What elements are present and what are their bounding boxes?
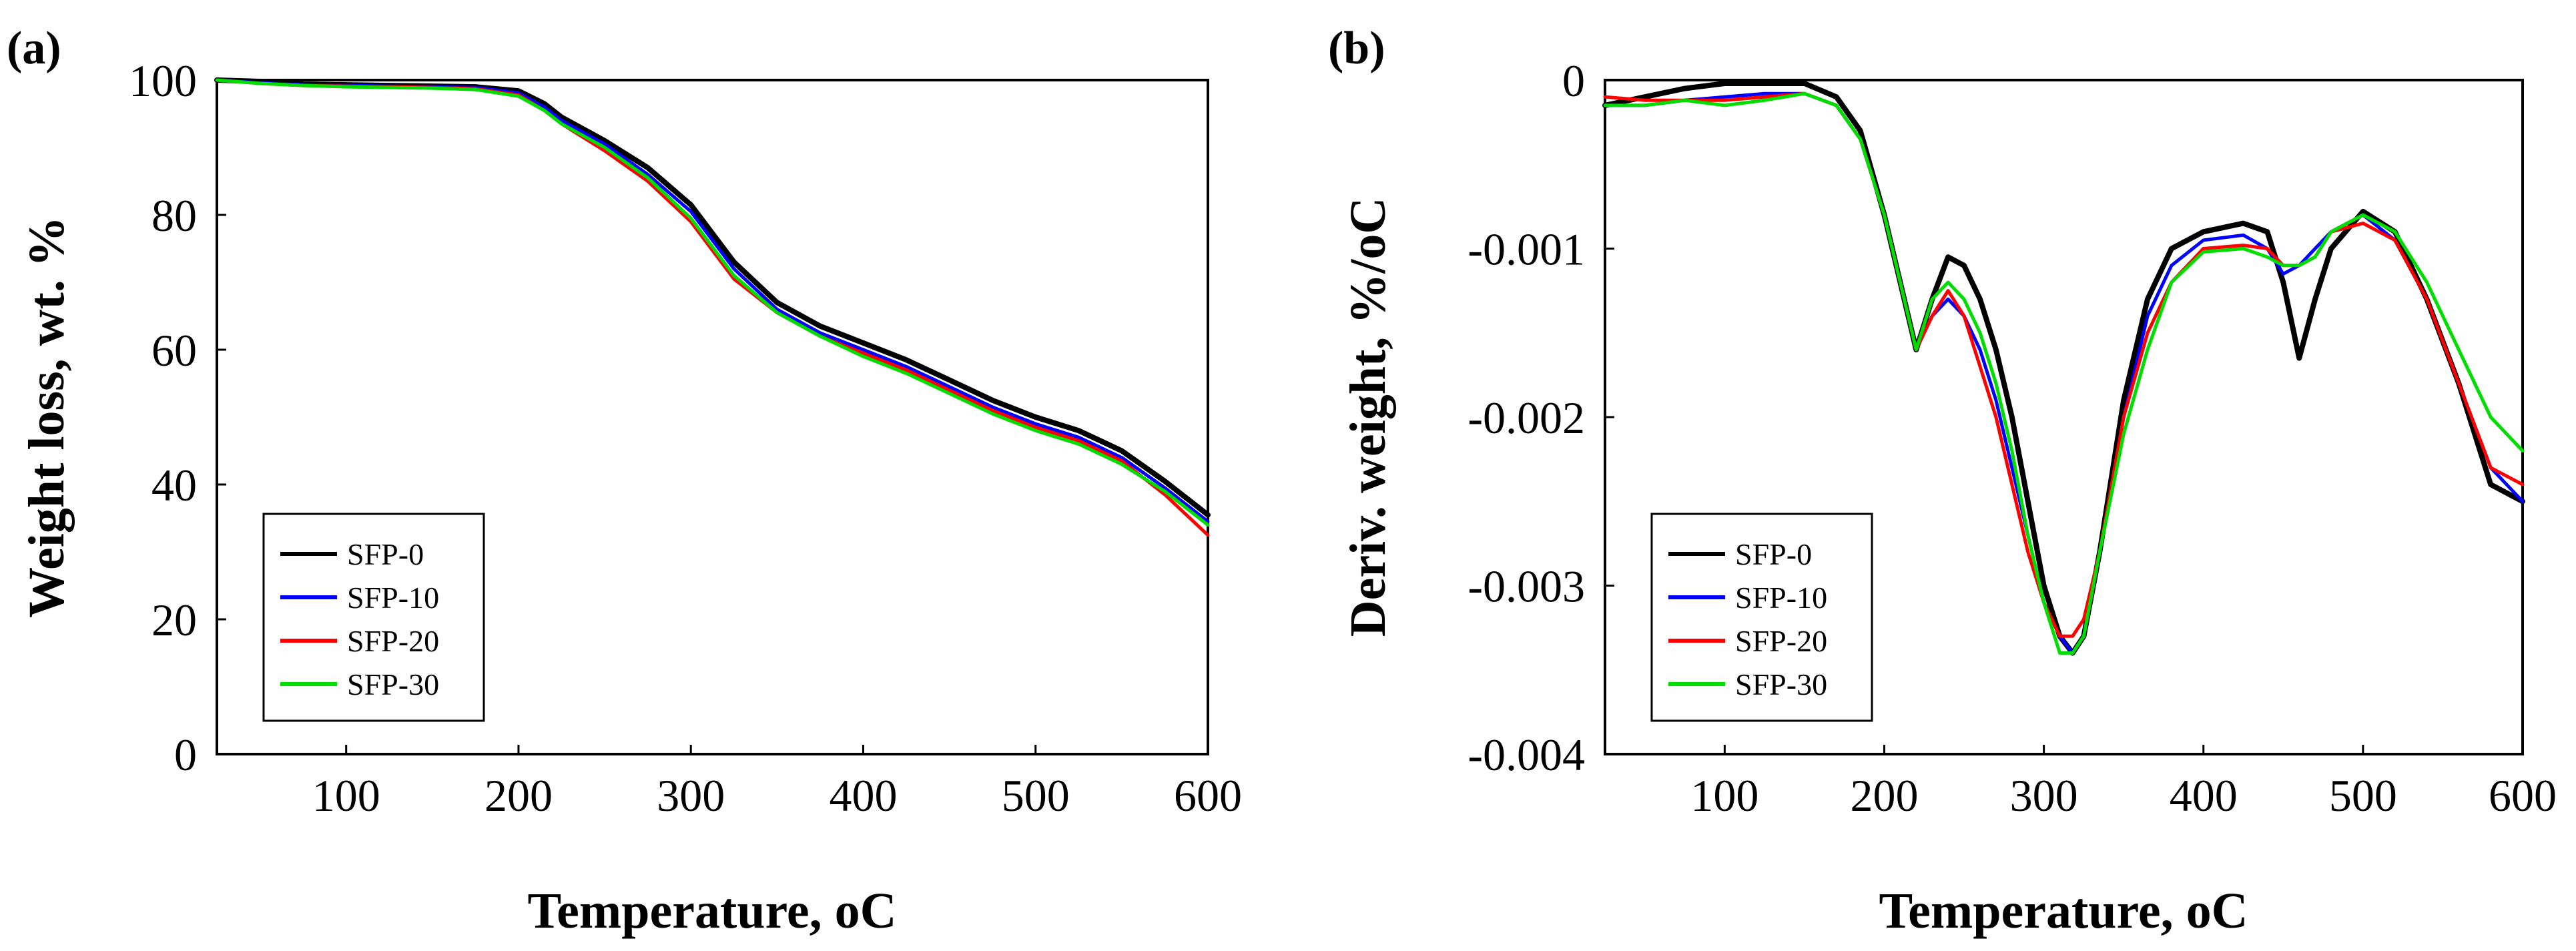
panel-a-label: (a) [7, 23, 61, 74]
panel-b: (b) 100 200 300 400 500 600 0 -0.001 -0.002 -0.00… [1328, 23, 2557, 939]
panel-a-series-line-sfp-10 [215, 78, 1210, 523]
panel-a-x-tick-label-100: 100 [312, 770, 380, 821]
panel-b-x-tick-label-600: 600 [2489, 770, 2557, 821]
panel-a-plot-frame [216, 79, 1209, 755]
panel-a-x-tick-label-600: 600 [1174, 770, 1242, 821]
panel-a-series-line-sfp-20 [215, 78, 1210, 537]
panel-a-legend-label-sfp-20: SFP-20 [347, 624, 439, 658]
panel-a: (a) 100 200 300 400 500 600 0 20 40 60 80 100 Tempe… [7, 23, 1242, 939]
panel-b-series [1602, 81, 2525, 656]
panel-a-legend-label-sfp-0: SFP-0 [347, 537, 424, 571]
panel-a-legend-box [262, 513, 485, 722]
panel-a-x-tick-label-500: 500 [1002, 770, 1070, 821]
panel-b-y-tick-label-0: 0 [1562, 55, 1585, 106]
panel-b-x-tick-label-100: 100 [1690, 770, 1758, 821]
panel-a-y-tick-label-2: 40 [151, 460, 197, 511]
panel-b-x-axis-title: Temperature, oC [1879, 883, 2248, 939]
panel-b-x-tick-label-300: 300 [2010, 770, 2078, 821]
panel-b-legend-box [1650, 513, 1873, 722]
panel-b-legend-label-sfp-30: SFP-30 [1735, 667, 1827, 701]
panel-a-legend-label-sfp-10: SFP-10 [347, 581, 439, 615]
panel-b-ticks: 100 200 300 400 500 600 0 -0.001 -0.002 -0.003 -0.… [1468, 55, 2557, 821]
panel-a-legend: SFP-0 SFP-10 SFP-20 SFP-30 [262, 513, 485, 722]
panel-a-y-tick-label-4: 80 [151, 190, 197, 241]
panel-a-x-tick-label-400: 400 [829, 770, 897, 821]
panel-b-y-tick-label-1: -0.001 [1468, 224, 1585, 275]
panel-a-series-line-sfp-0 [214, 77, 1211, 518]
panel-a-x-tick-label-200: 200 [485, 770, 553, 821]
panel-b-legend: SFP-0 SFP-10 SFP-20 SFP-30 [1650, 513, 1873, 722]
panel-a-y-tick-label-0: 0 [174, 729, 197, 780]
panel-a-series-line-sfp-30 [215, 78, 1210, 527]
panel-a-x-tick-label-300: 300 [657, 770, 725, 821]
panel-a-ticks: 100 200 300 400 500 600 0 20 40 60 80 100 [129, 55, 1242, 821]
panel-b-x-tick-label-200: 200 [1850, 770, 1918, 821]
panel-b-legend-label-sfp-20: SFP-20 [1735, 624, 1827, 658]
panel-b-label: (b) [1328, 23, 1385, 74]
panel-b-y-tick-label-4: -0.004 [1468, 729, 1585, 780]
panel-b-y-tick-label-2: -0.002 [1468, 392, 1585, 443]
panel-a-y-tick-label-3: 60 [151, 325, 197, 376]
panel-a-y-tick-label-5: 100 [129, 55, 197, 106]
panel-a-y-axis-title: Weight loss, wt. % [19, 216, 75, 618]
panel-b-y-axis-title: Deriv. weight, %/oC [1340, 198, 1396, 637]
panel-a-x-axis-title: Temperature, oC [527, 883, 896, 939]
panel-b-y-tick-label-3: -0.003 [1468, 561, 1585, 612]
panel-a-legend-label-sfp-30: SFP-30 [347, 667, 439, 701]
panel-b-x-tick-label-500: 500 [2329, 770, 2397, 821]
panel-b-legend-label-sfp-0: SFP-0 [1735, 537, 1812, 571]
panel-b-x-tick-label-400: 400 [2170, 770, 2238, 821]
panel-a-y-tick-label-1: 20 [151, 595, 197, 645]
panel-b-series-line-sfp-30 [1603, 91, 2525, 655]
panel-b-legend-label-sfp-10: SFP-10 [1735, 581, 1827, 615]
panel-a-series [214, 77, 1211, 537]
